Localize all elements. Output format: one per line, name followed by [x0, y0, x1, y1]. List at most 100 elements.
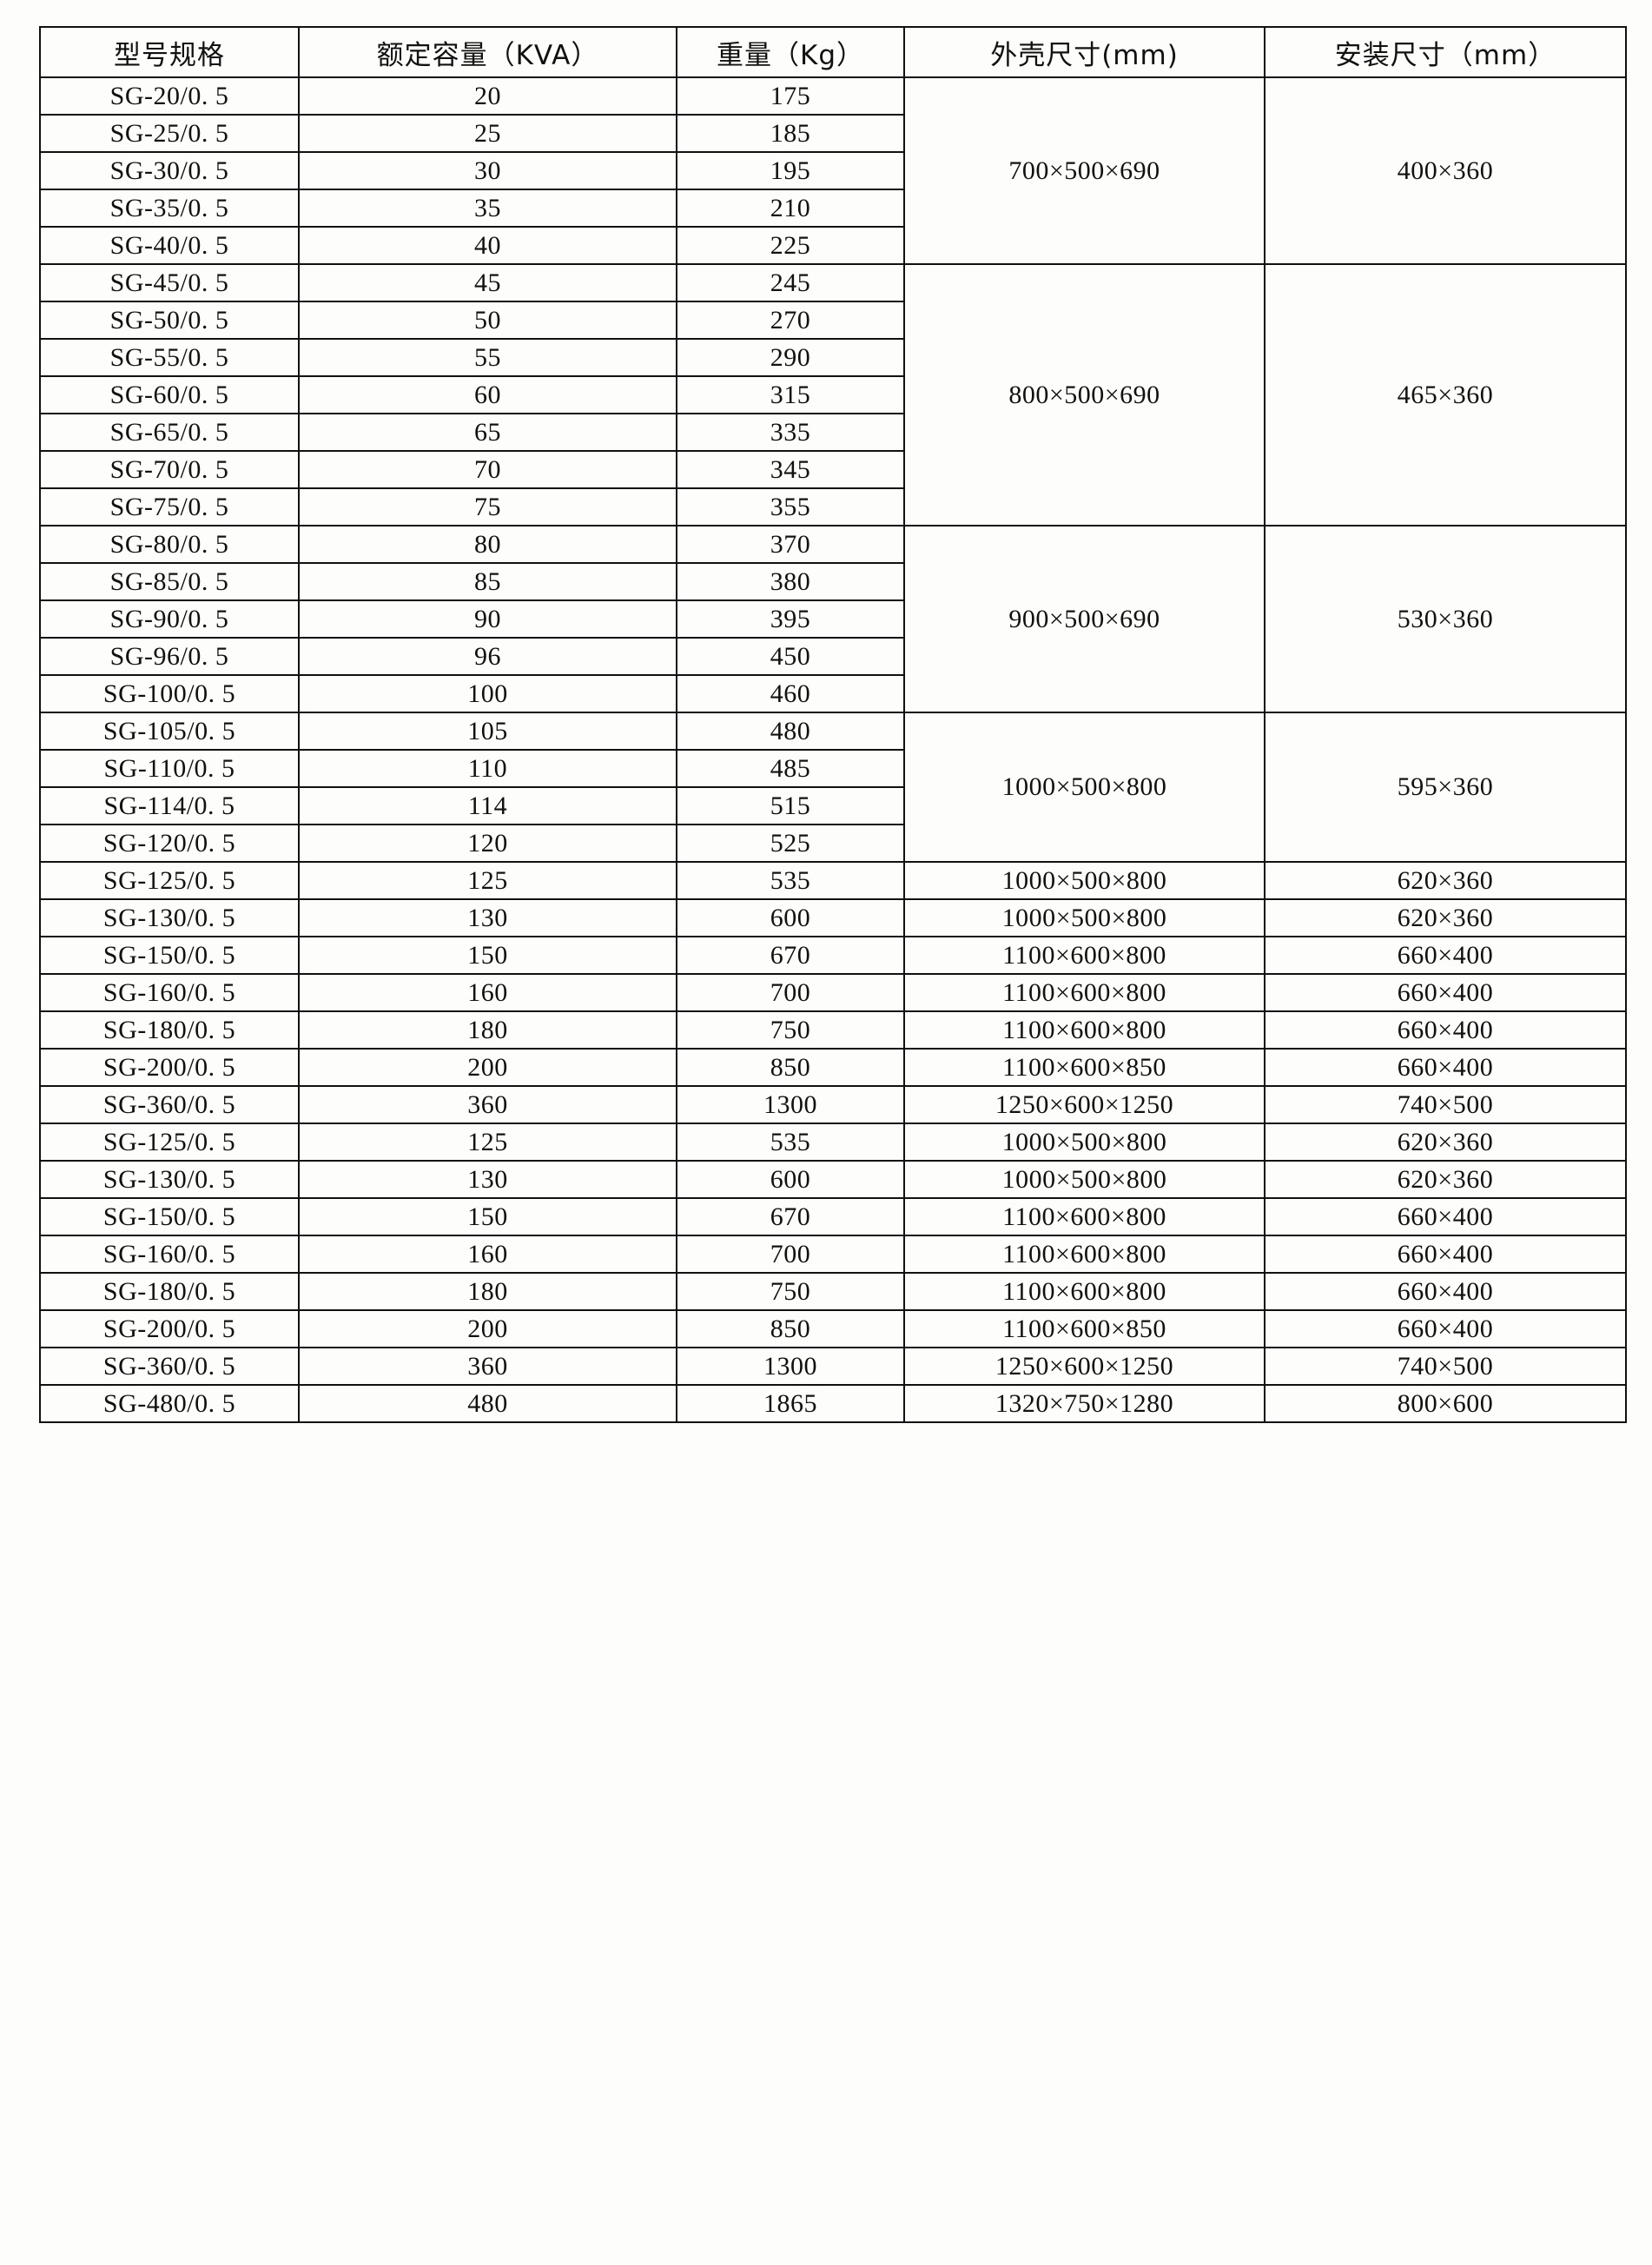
table-header-row: 型号规格 额定容量（KVA） 重量（Kg） 外壳尺寸(mm) 安装尺寸（mm）: [39, 26, 1627, 78]
table-row: SG-110/0. 5 110 485: [39, 749, 1626, 788]
cell-mounting-dimensions: 595×360: [1264, 712, 1627, 863]
table-row: SG-160/0. 5 160 700 1100×600×800 660×400: [39, 973, 1627, 1012]
cell-mounting-dimensions: 620×360: [1264, 898, 1627, 937]
cell-model: SG-160/0. 5: [39, 1235, 300, 1274]
cell-shell-dimensions: 1100×600×800: [903, 936, 1265, 975]
cell-model: SG-180/0. 5: [39, 1272, 300, 1311]
table-row: SG-120/0. 5 120 525: [39, 824, 1626, 863]
cell-rated-capacity: 360: [298, 1347, 677, 1386]
cell-weight: 535: [676, 861, 905, 900]
cell-weight: 670: [676, 936, 905, 975]
cell-model: SG-70/0. 5: [39, 450, 300, 489]
cell-model: SG-180/0. 5: [39, 1010, 300, 1050]
cell-weight: 750: [676, 1272, 905, 1311]
table-row: SG-35/0. 5 35 210: [39, 189, 1626, 228]
cell-model: SG-20/0. 5: [39, 76, 300, 116]
cell-weight: 335: [676, 413, 905, 452]
cell-weight: 700: [676, 973, 905, 1012]
cell-rated-capacity: 480: [298, 1384, 677, 1423]
cell-rated-capacity: 114: [298, 786, 677, 825]
cell-weight: 345: [676, 450, 905, 489]
cell-model: SG-25/0. 5: [39, 114, 300, 153]
cell-shell-dimensions: 1000×500×800: [903, 1123, 1265, 1162]
cell-weight: 270: [676, 301, 905, 340]
cell-rated-capacity: 150: [298, 936, 677, 975]
table-row: SG-130/0. 5 130 600 1000×500×800 620×360: [39, 898, 1627, 937]
cell-mounting-dimensions: 660×400: [1264, 1197, 1627, 1236]
cell-weight: 355: [676, 487, 905, 527]
cell-rated-capacity: 96: [298, 637, 677, 676]
cell-model: SG-130/0. 5: [39, 898, 300, 937]
cell-rated-capacity: 45: [298, 263, 677, 302]
cell-rated-capacity: 60: [298, 375, 677, 414]
cell-mounting-dimensions: 660×400: [1264, 1309, 1627, 1348]
cell-model: SG-160/0. 5: [39, 973, 300, 1012]
cell-mounting-dimensions: 740×500: [1264, 1085, 1627, 1124]
table-row: SG-65/0. 5 65 335: [39, 413, 1626, 452]
cell-model: SG-150/0. 5: [39, 1197, 300, 1236]
cell-weight: 395: [676, 599, 905, 639]
cell-rated-capacity: 120: [298, 824, 677, 863]
cell-model: SG-35/0. 5: [39, 189, 300, 228]
cell-model: SG-480/0. 5: [39, 1384, 300, 1423]
cell-model: SG-130/0. 5: [39, 1160, 300, 1199]
column-header-weight: 重量（Kg）: [676, 26, 905, 78]
cell-rated-capacity: 70: [298, 450, 677, 489]
cell-shell-dimensions: 1250×600×1250: [903, 1347, 1265, 1386]
table-row: SG-25/0. 5 25 185: [39, 114, 1626, 153]
cell-model: SG-80/0. 5: [39, 525, 300, 564]
cell-rated-capacity: 35: [298, 189, 677, 228]
table-row: SG-150/0. 5 150 670 1100×600×800 660×400: [39, 936, 1627, 975]
column-header-model: 型号规格: [39, 26, 300, 78]
cell-rated-capacity: 160: [298, 973, 677, 1012]
cell-model: SG-150/0. 5: [39, 936, 300, 975]
cell-rated-capacity: 160: [298, 1235, 677, 1274]
cell-shell-dimensions: 800×500×690: [903, 263, 1265, 527]
table-row: SG-160/0. 5 160 700 1100×600×800 660×400: [39, 1235, 1627, 1274]
cell-mounting-dimensions: 465×360: [1264, 263, 1627, 527]
cell-rated-capacity: 75: [298, 487, 677, 527]
cell-weight: 525: [676, 824, 905, 863]
table-row: SG-75/0. 5 75 355: [39, 487, 1626, 527]
cell-weight: 380: [676, 562, 905, 601]
cell-mounting-dimensions: 660×400: [1264, 1010, 1627, 1050]
cell-mounting-dimensions: 660×400: [1264, 1048, 1627, 1087]
table-row: SG-125/0. 5 125 535 1000×500×800 620×360: [39, 1123, 1627, 1162]
cell-rated-capacity: 180: [298, 1272, 677, 1311]
cell-rated-capacity: 150: [298, 1197, 677, 1236]
table-row: SG-90/0. 5 90 395: [39, 599, 1626, 639]
cell-model: SG-90/0. 5: [39, 599, 300, 639]
table-row: SG-200/0. 5 200 850 1100×600×850 660×400: [39, 1048, 1627, 1087]
cell-weight: 480: [676, 712, 905, 751]
cell-rated-capacity: 25: [298, 114, 677, 153]
cell-mounting-dimensions: 800×600: [1264, 1384, 1627, 1423]
cell-shell-dimensions: 1100×600×800: [903, 1272, 1265, 1311]
table-row: SG-105/0. 5 105 480 1000×500×800 595×360: [39, 712, 1627, 863]
cell-weight: 460: [676, 674, 905, 713]
cell-model: SG-200/0. 5: [39, 1309, 300, 1348]
cell-mounting-dimensions: 620×360: [1264, 861, 1627, 900]
cell-shell-dimensions: 1000×500×800: [903, 861, 1265, 900]
cell-mounting-dimensions: 660×400: [1264, 973, 1627, 1012]
cell-rated-capacity: 125: [298, 861, 677, 900]
cell-model: SG-100/0. 5: [39, 674, 300, 713]
cell-model: SG-45/0. 5: [39, 263, 300, 302]
table-header: 型号规格 额定容量（KVA） 重量（Kg） 外壳尺寸(mm) 安装尺寸（mm）: [39, 26, 1627, 78]
column-header-shell-dimensions: 外壳尺寸(mm): [903, 26, 1265, 78]
cell-rated-capacity: 80: [298, 525, 677, 564]
cell-model: SG-60/0. 5: [39, 375, 300, 414]
table-row: SG-60/0. 5 60 315: [39, 375, 1626, 414]
cell-model: SG-110/0. 5: [39, 749, 300, 788]
cell-shell-dimensions: 700×500×690: [903, 76, 1265, 265]
cell-rated-capacity: 55: [298, 338, 677, 377]
cell-model: SG-40/0. 5: [39, 226, 300, 265]
cell-weight: 450: [676, 637, 905, 676]
cell-rated-capacity: 20: [298, 76, 677, 116]
cell-weight: 175: [676, 76, 905, 116]
cell-rated-capacity: 130: [298, 1160, 677, 1199]
cell-rated-capacity: 130: [298, 898, 677, 937]
cell-weight: 195: [676, 151, 905, 190]
cell-model: SG-105/0. 5: [39, 712, 300, 751]
cell-rated-capacity: 90: [298, 599, 677, 639]
